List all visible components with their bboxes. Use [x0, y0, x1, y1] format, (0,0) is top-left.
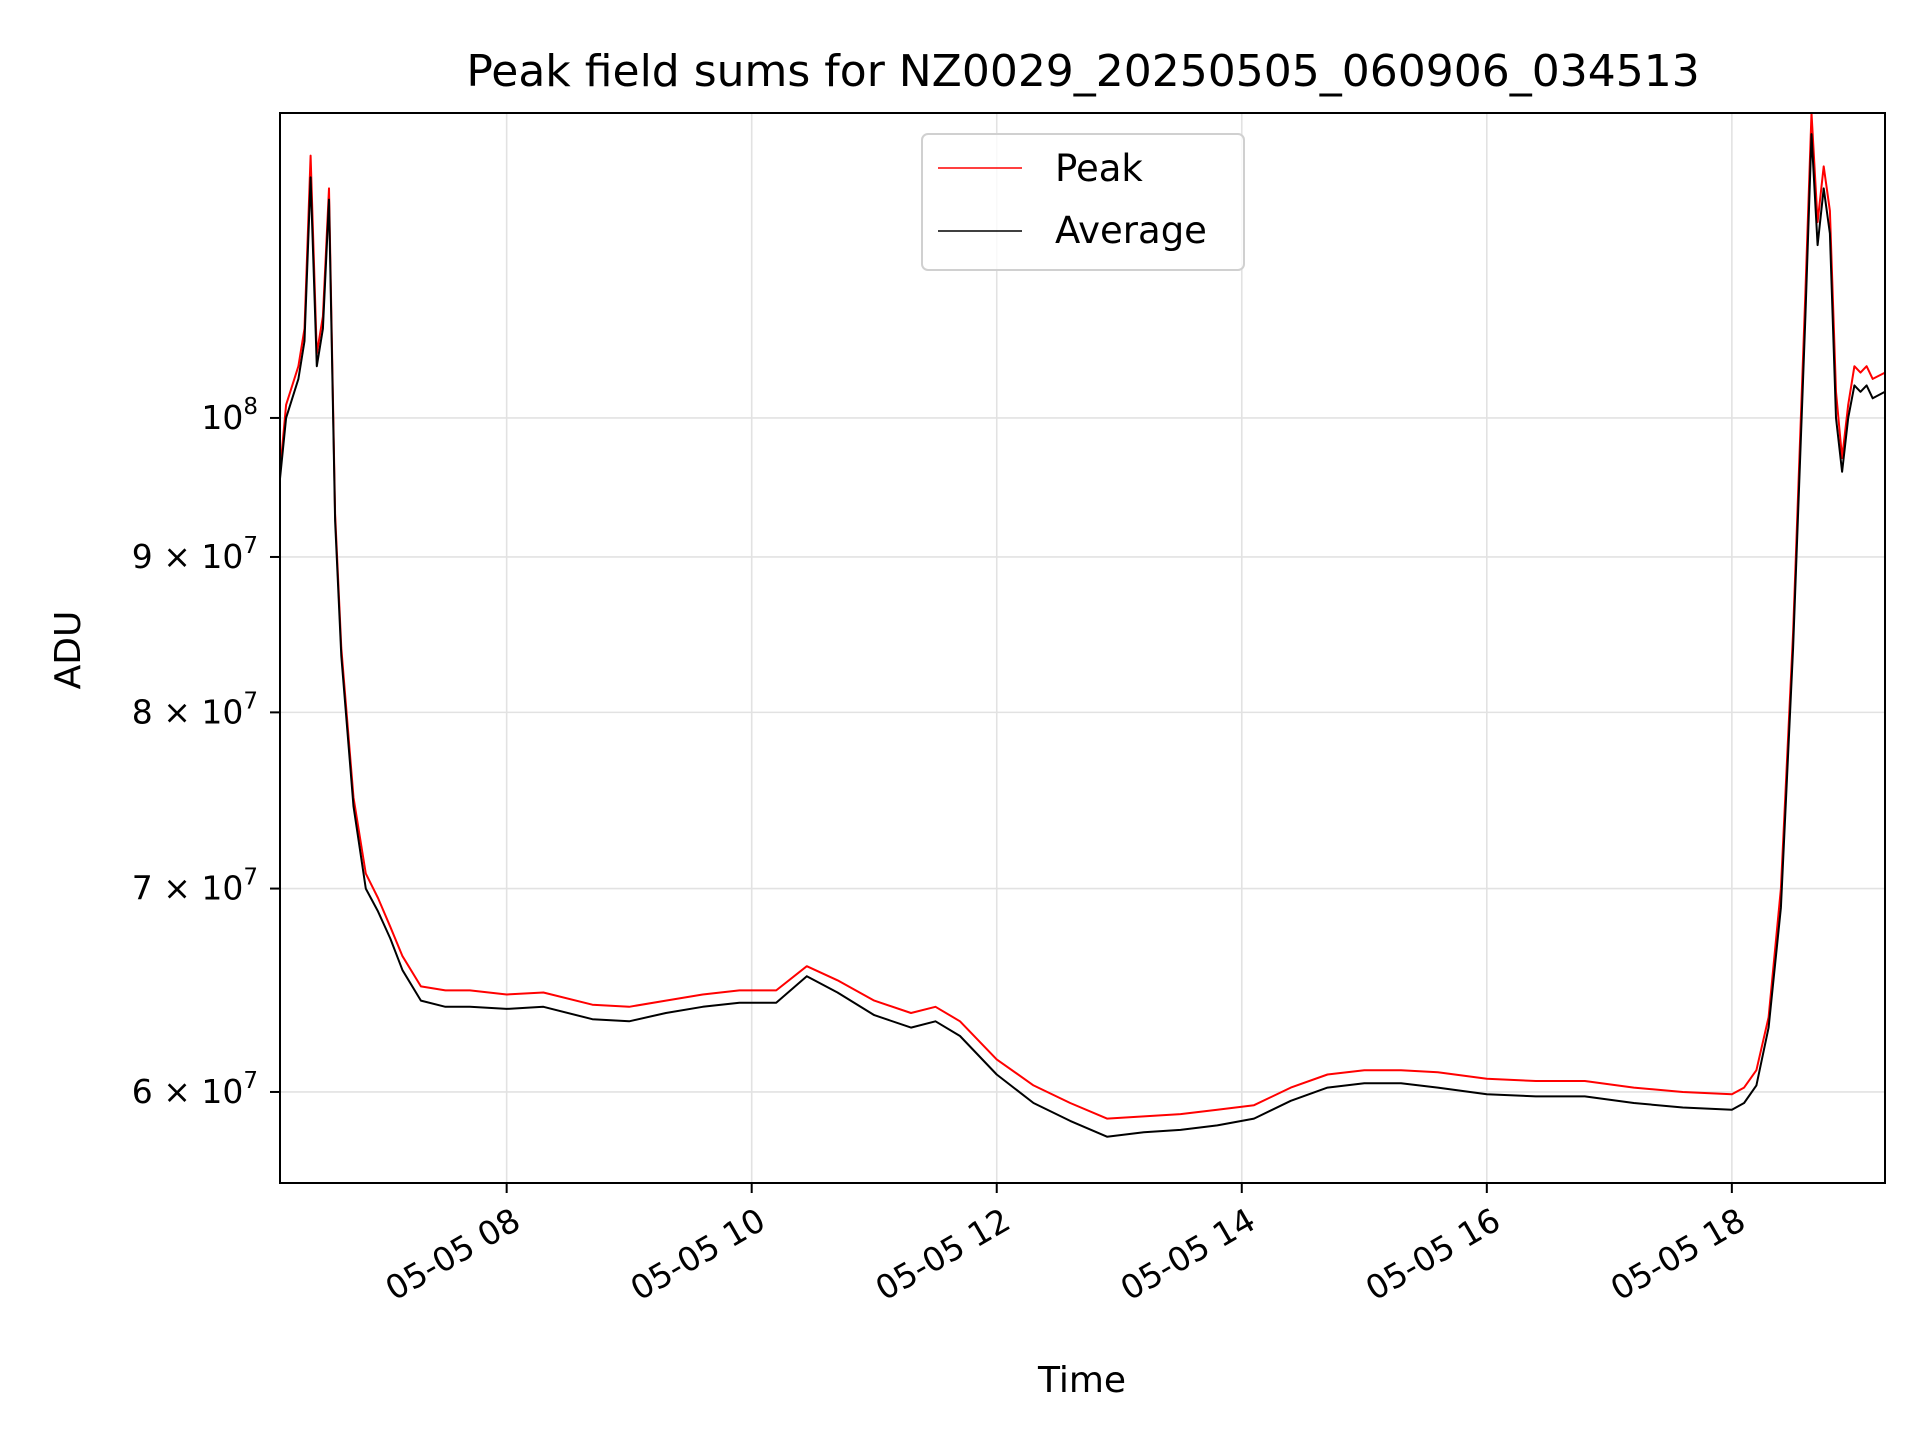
y-tick-label-2: 8 × 107: [132, 688, 258, 731]
x-axis-label: Time: [1037, 1360, 1126, 1401]
series-line-average: [279, 133, 1886, 1138]
y-tick-label-1: 7 × 107: [132, 865, 258, 908]
y-tick-label-3: 9 × 107: [132, 533, 258, 576]
y-tick-label-4: 108: [201, 394, 258, 437]
legend: Peak Average: [921, 133, 1245, 271]
grid: [280, 113, 1885, 1183]
plot-frame: [279, 112, 1886, 1184]
y-axis: 6 × 107 7 × 107 8 × 107 9 × 107 108: [132, 394, 280, 1111]
chart-title: Peak field sums for NZ0029_20250505_0609…: [466, 46, 1699, 97]
y-axis-label: ADU: [48, 611, 89, 690]
legend-label-peak: Peak: [1055, 147, 1143, 190]
legend-label-average: Average: [1055, 209, 1207, 252]
y-tick-label-0: 6 × 107: [132, 1068, 258, 1111]
series-layer: [279, 112, 1886, 1138]
